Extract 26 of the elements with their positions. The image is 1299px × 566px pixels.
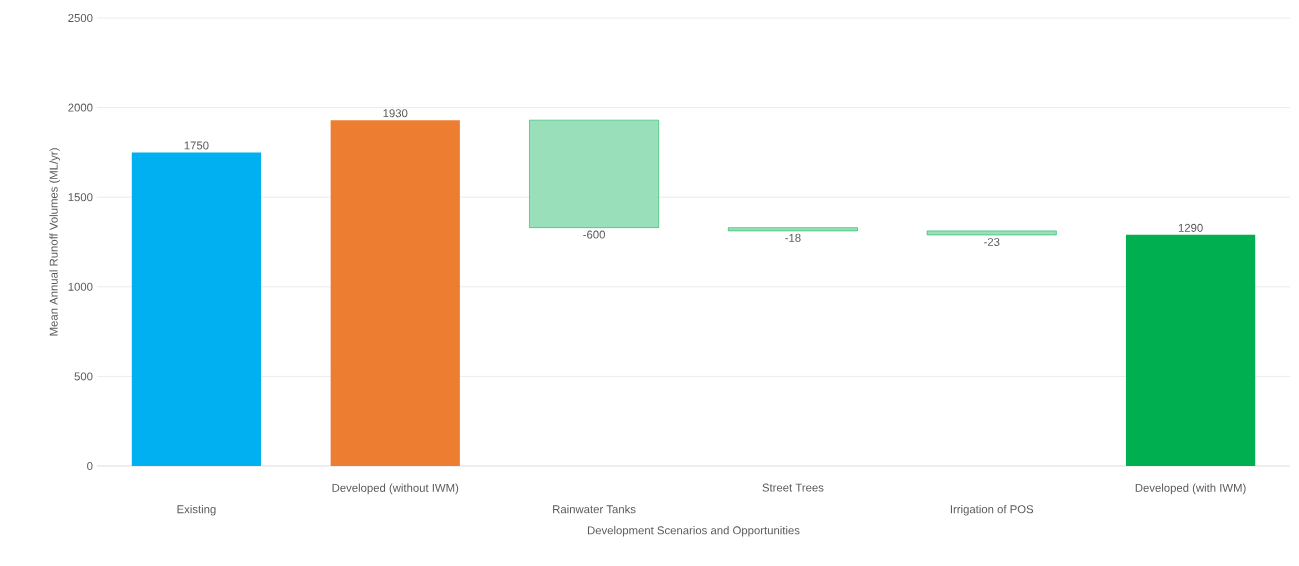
bar bbox=[926, 230, 1057, 236]
y-tick-label: 0 bbox=[87, 461, 93, 470]
bar bbox=[330, 120, 460, 466]
bar bbox=[728, 227, 858, 232]
data-label: -18 bbox=[785, 233, 801, 242]
y-tick-label: 2500 bbox=[68, 13, 93, 22]
x-tick-label: Irrigation of POS bbox=[950, 504, 1034, 516]
data-label: 1930 bbox=[383, 109, 408, 118]
data-label: -600 bbox=[583, 230, 605, 239]
y-tick-label: 1000 bbox=[68, 282, 93, 291]
y-tick-label: 500 bbox=[74, 372, 93, 381]
x-tick-label: Developed (without IWM) bbox=[332, 483, 459, 495]
x-tick-label: Street Trees bbox=[762, 483, 824, 492]
y-axis-title: Mean Annual Runoff Volumes (ML/yr) bbox=[49, 148, 60, 336]
bar bbox=[1125, 234, 1256, 466]
bar bbox=[131, 152, 262, 466]
data-label: 1290 bbox=[1178, 223, 1203, 232]
x-tick-label: Existing bbox=[177, 504, 216, 516]
x-tick-label: Rainwater Tanks bbox=[553, 504, 636, 514]
y-tick-label: 2000 bbox=[68, 103, 93, 112]
x-axis-title: Development Scenarios and Opportunities bbox=[587, 526, 800, 537]
data-label: 1750 bbox=[184, 141, 209, 150]
y-tick-label: 1500 bbox=[68, 193, 93, 202]
bar bbox=[529, 119, 659, 228]
x-tick-label: Developed (with IWM) bbox=[1135, 483, 1246, 495]
data-label: -23 bbox=[984, 237, 1000, 246]
